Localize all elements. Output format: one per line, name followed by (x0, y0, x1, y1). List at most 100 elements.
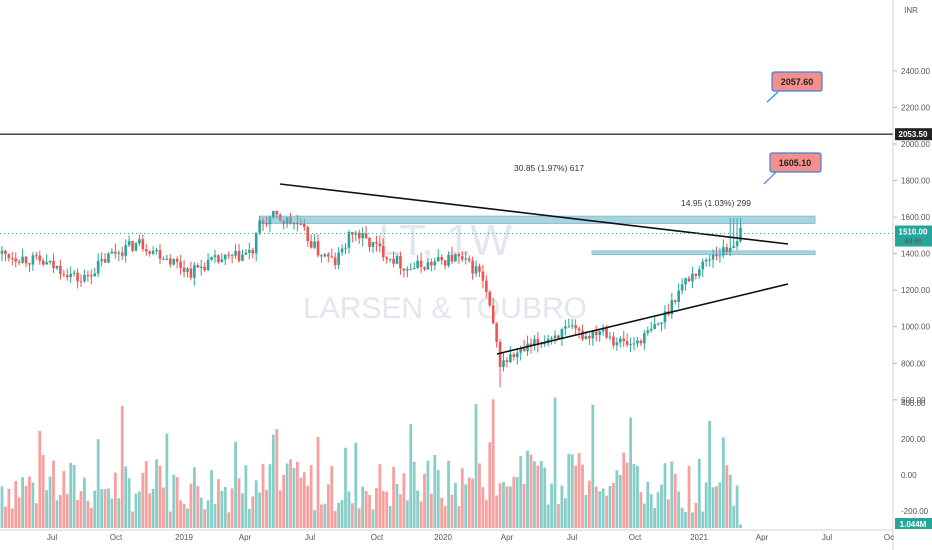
candle-body (728, 247, 732, 252)
volume-bar (629, 417, 633, 528)
volume-bar (605, 495, 608, 528)
candle-body (38, 255, 42, 261)
candle-body (478, 266, 481, 272)
volume-bar (278, 490, 282, 528)
volume-bar (220, 491, 224, 528)
volume-bar (333, 510, 337, 528)
volume-bar (436, 470, 440, 528)
volume-bar (289, 459, 292, 528)
candle-body (323, 254, 327, 257)
volume-bar (199, 497, 203, 528)
candle-body (179, 261, 182, 268)
volume-bar (69, 462, 73, 528)
volume-bar (471, 478, 474, 528)
volume-bar (113, 472, 117, 528)
volume-tick-label: 0.00 (901, 471, 917, 480)
volume-bar (467, 477, 471, 528)
candle-body (196, 265, 200, 268)
volume-bar (72, 465, 76, 528)
time-tick-label: Jul (305, 533, 315, 542)
volume-bar (65, 493, 69, 528)
last-volume-label: 1.044M (900, 520, 927, 529)
volume-bar (636, 465, 639, 528)
candle-body (86, 275, 90, 277)
candle-body (735, 241, 739, 247)
volume-bar (107, 488, 110, 528)
volume-bar (460, 468, 464, 528)
volume-bar (48, 476, 52, 528)
candle-body (4, 250, 7, 254)
candle-body (124, 245, 127, 256)
volume-bar (615, 470, 619, 528)
candle-body (732, 246, 735, 248)
volume-bar (21, 477, 25, 528)
candle-body (416, 260, 419, 269)
volume-bar (502, 482, 505, 528)
volume-bar (594, 486, 598, 528)
volume-bar (433, 454, 437, 528)
last-volume-tag (895, 518, 932, 529)
candle-body (175, 258, 179, 262)
volume-bar (419, 501, 423, 528)
volume-bar (721, 437, 725, 528)
volume-bar (478, 463, 481, 528)
candle-body (162, 258, 165, 260)
volume-bar (326, 484, 330, 528)
volume-bar (162, 487, 165, 528)
volume-bar (560, 485, 564, 528)
volume-bar (340, 500, 344, 528)
volume-bar (732, 505, 736, 528)
candle-body (186, 268, 189, 272)
volume-bar (17, 497, 21, 528)
candle-body (155, 250, 158, 252)
volume-bar (481, 487, 485, 528)
volume-bar (309, 465, 313, 528)
candle-body (344, 247, 347, 249)
current-price-label: 1510.00 (899, 228, 928, 237)
candle-body (131, 240, 134, 251)
candle-body (41, 260, 45, 265)
candle-body (172, 258, 176, 265)
volume-bar (598, 491, 602, 528)
candle-body (684, 278, 687, 285)
volume-bar (443, 505, 447, 528)
volume-bar (361, 486, 365, 528)
candle-body (474, 266, 478, 274)
volume-bar (261, 463, 265, 528)
volume-bar (268, 464, 272, 528)
volume-bar (230, 488, 234, 528)
volume-bar (306, 485, 310, 528)
time-tick-label: Jul (567, 533, 577, 542)
candle-body (615, 342, 619, 346)
candle-body (653, 324, 656, 329)
candle-body (488, 291, 492, 306)
volume-bar (371, 509, 375, 528)
candle-body (564, 326, 567, 329)
candle-body (502, 360, 505, 367)
volume-bar (536, 465, 540, 528)
volume-bar (618, 474, 622, 528)
candle-body (605, 327, 608, 338)
candle-body (625, 341, 629, 345)
volume-bar (416, 490, 420, 528)
candle-body (454, 254, 457, 262)
volume-bar (148, 493, 152, 528)
candle-body (646, 330, 650, 334)
volume-bar (522, 483, 526, 528)
candle-body (220, 259, 224, 263)
volume-bar (639, 492, 643, 528)
candle-body (158, 250, 162, 259)
volume-bar (450, 494, 454, 528)
candle-body (430, 262, 433, 266)
candle-body (694, 273, 698, 276)
volume-bar (265, 490, 268, 528)
volume-bar (282, 474, 286, 528)
measure-label: 14.95 (1.03%) 299 (681, 198, 751, 208)
candle-body (333, 257, 337, 266)
volume-bar (58, 494, 62, 528)
volume-bar (347, 491, 351, 528)
callout-box (769, 152, 822, 173)
candle-body (711, 254, 715, 260)
